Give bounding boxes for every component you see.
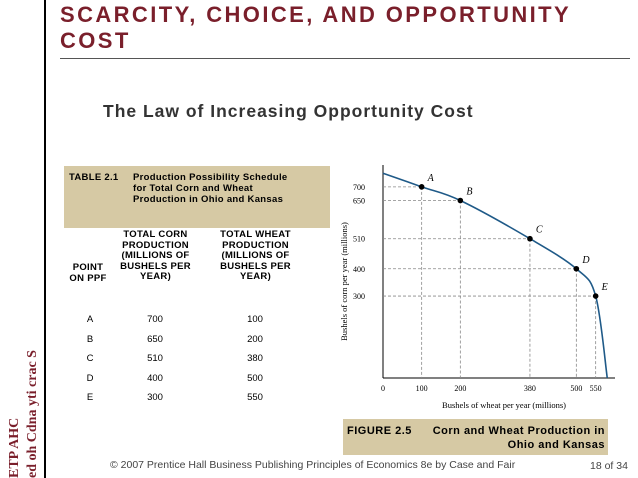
table-cell-corn: 650 [147, 334, 163, 345]
vertical-label-line1: ETP AHC [7, 417, 22, 478]
table-cell-point: E [86, 392, 94, 403]
figure-number: FIGURE 2.5 [347, 425, 412, 437]
x-tick-label: 380 [524, 384, 536, 393]
table-cell-corn: 510 [147, 353, 163, 364]
data-point [592, 293, 599, 299]
table-number: TABLE 2.1 [69, 172, 119, 183]
y-tick-label: 510 [353, 235, 365, 244]
y-tick-label: 650 [353, 197, 365, 206]
point-label: B [466, 187, 472, 198]
table-cell-corn: 400 [147, 373, 163, 384]
y-tick-label: 700 [353, 183, 365, 192]
table-cell-wheat: 380 [247, 353, 263, 364]
x-tick-label: 0 [381, 384, 385, 393]
left-border-line [44, 0, 46, 478]
table-cell-point: D [86, 373, 94, 384]
slide-title: SCARCITY, CHOICE, AND OPPORTUNITY COST [60, 2, 571, 53]
y-tick-label: 400 [353, 265, 365, 274]
x-tick-label: 500 [570, 384, 582, 393]
table-cell-corn: 300 [147, 392, 163, 403]
data-point [527, 235, 533, 242]
title-divider [60, 58, 630, 59]
point-label: D [581, 255, 590, 266]
data-point [573, 265, 580, 272]
point-label: A [427, 173, 435, 184]
vertical-label-line2: ed oh Cdna yti crac S [25, 350, 40, 478]
point-label: C [536, 225, 543, 236]
x-tick-label: 100 [416, 384, 428, 393]
ppf-curve [382, 172, 609, 379]
table-cell-point: A [86, 314, 94, 325]
figure-caption: Corn and Wheat Production in Ohio and Ka… [432, 425, 605, 451]
column-header-corn: TOTAL CORN PRODUCTION (MILLIONS OF BUSHE… [120, 229, 191, 282]
x-tick-label: 550 [590, 384, 602, 393]
column-header-wheat: TOTAL WHEAT PRODUCTION (MILLIONS OF BUSH… [220, 229, 291, 282]
figure-caption-box: FIGURE 2.5 Corn and Wheat Production in … [343, 419, 608, 455]
table-cell-point: C [86, 353, 94, 364]
table-cell-wheat: 500 [247, 373, 263, 384]
table-caption: Production Possibility Schedule for Tota… [133, 172, 288, 205]
footer-credit: © 2007 Prentice Hall Business Publishing… [110, 459, 516, 471]
page-number: 18 of 34 [590, 460, 628, 472]
x-axis-label: Bushels of wheat per year (millions) [442, 400, 566, 410]
table-caption-box: TABLE 2.1 Production Possibility Schedul… [64, 166, 330, 228]
y-axis-label: Bushels of corn per year (millions) [339, 222, 349, 341]
y-tick-label: 300 [353, 292, 365, 301]
column-header-point: POINT ON PPF [69, 262, 107, 284]
data-point [418, 184, 425, 190]
table-cell-wheat: 550 [247, 392, 263, 403]
table-cell-point: B [86, 334, 94, 345]
table-cell-wheat: 100 [247, 314, 263, 325]
table-cell-wheat: 200 [247, 334, 263, 345]
data-point [457, 197, 464, 204]
table-cell-corn: 700 [147, 314, 163, 325]
point-label: E [601, 282, 608, 293]
x-tick-label: 200 [454, 384, 466, 393]
vertical-chapter-label: ETP AHC ed oh Cdna yti crac S [6, 350, 42, 478]
ppf-chart: A B C D E 700 650 510 400 300 0 100 200 380 500 550 Bush… [339, 165, 615, 410]
slide-subtitle: The Law of Increasing Opportunity Cost [103, 101, 474, 121]
